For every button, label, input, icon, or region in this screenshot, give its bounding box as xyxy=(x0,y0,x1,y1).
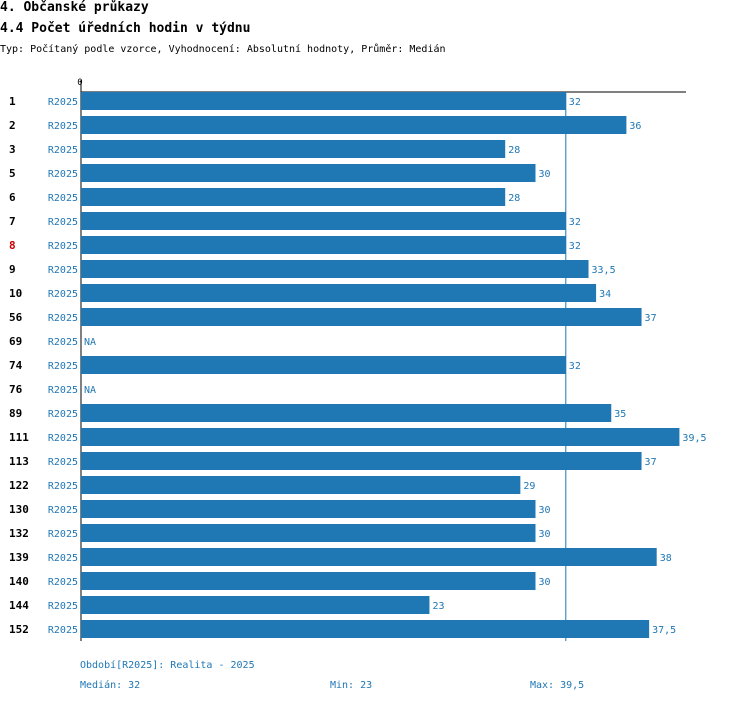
value-label: 39,5 xyxy=(682,433,706,444)
value-label: 36 xyxy=(629,121,641,132)
series-label: R2025 xyxy=(48,553,78,564)
bar xyxy=(81,308,642,326)
series-label: R2025 xyxy=(48,529,78,540)
bar xyxy=(81,212,566,230)
value-label: 37 xyxy=(645,457,657,468)
bar xyxy=(81,476,521,494)
axis-zero-label: 0 xyxy=(77,78,82,88)
value-label: 29 xyxy=(523,481,535,492)
bar xyxy=(81,548,657,566)
row-id-label: 56 xyxy=(9,311,23,324)
row-id-label: 10 xyxy=(9,287,22,300)
row-id-label: 140 xyxy=(9,575,29,588)
row-id-label: 5 xyxy=(9,167,16,180)
bar xyxy=(81,164,536,182)
series-label: R2025 xyxy=(48,193,78,204)
value-label: NA xyxy=(84,385,96,396)
value-label: 32 xyxy=(569,241,581,252)
value-label: 34 xyxy=(599,289,611,300)
section-title: 4. Občanské průkazy xyxy=(0,0,149,15)
footer-min: Min: 23 xyxy=(330,680,373,691)
bar xyxy=(81,524,536,542)
value-label: 32 xyxy=(569,97,581,108)
row-id-label: 8 xyxy=(9,239,16,252)
row-id-label: 113 xyxy=(9,455,29,468)
footer-median: Medián: 32 xyxy=(80,680,141,691)
row-id-label: 89 xyxy=(9,407,22,420)
series-label: R2025 xyxy=(48,409,78,420)
bar xyxy=(81,572,536,590)
bar xyxy=(81,620,650,638)
bar xyxy=(81,356,566,374)
row-id-label: 74 xyxy=(9,359,23,372)
series-label: R2025 xyxy=(48,433,78,444)
row-id-label: 130 xyxy=(9,503,29,516)
bar xyxy=(81,140,506,158)
footer-max: Max: 39,5 xyxy=(530,680,585,691)
bar xyxy=(81,452,642,470)
chart-title: 4.4 Počet úředních hodin v týdnu xyxy=(0,21,251,36)
row-id-label: 76 xyxy=(9,383,23,396)
row-id-label: 111 xyxy=(9,431,29,444)
value-label: 30 xyxy=(539,505,551,516)
series-label: R2025 xyxy=(48,241,78,252)
bar xyxy=(81,284,597,302)
bar xyxy=(81,236,566,254)
row-id-label: 132 xyxy=(9,527,29,540)
value-label: 28 xyxy=(508,145,520,156)
series-label: R2025 xyxy=(48,289,78,300)
bar xyxy=(81,92,566,110)
value-label: 30 xyxy=(539,529,551,540)
series-label: R2025 xyxy=(48,505,78,516)
value-label: 28 xyxy=(508,193,520,204)
series-label: R2025 xyxy=(48,337,78,348)
value-label: 35 xyxy=(614,409,626,420)
footer-period: Období[R2025]: Realita - 2025 xyxy=(80,660,255,671)
value-label: 33,5 xyxy=(592,265,616,276)
series-label: R2025 xyxy=(48,385,78,396)
value-label: 23 xyxy=(432,601,444,612)
series-label: R2025 xyxy=(48,457,78,468)
series-label: R2025 xyxy=(48,625,78,636)
value-label: 37 xyxy=(645,313,657,324)
row-id-label: 69 xyxy=(9,335,22,348)
bar xyxy=(81,404,612,422)
row-id-label: 1 xyxy=(9,95,16,108)
series-label: R2025 xyxy=(48,145,78,156)
row-id-label: 9 xyxy=(9,263,16,276)
bar xyxy=(81,428,680,446)
bar xyxy=(81,500,536,518)
value-label: 30 xyxy=(539,577,551,588)
value-label: 37,5 xyxy=(652,625,676,636)
row-id-label: 3 xyxy=(9,143,16,156)
bar xyxy=(81,596,430,614)
series-label: R2025 xyxy=(48,121,78,132)
row-id-label: 139 xyxy=(9,551,29,564)
bar xyxy=(81,260,589,278)
value-label: 38 xyxy=(660,553,672,564)
bar xyxy=(81,116,627,134)
row-id-label: 122 xyxy=(9,479,29,492)
value-label: NA xyxy=(84,337,96,348)
series-label: R2025 xyxy=(48,481,78,492)
series-label: R2025 xyxy=(48,265,78,276)
series-label: R2025 xyxy=(48,97,78,108)
row-id-label: 152 xyxy=(9,623,29,636)
row-id-label: 7 xyxy=(9,215,16,228)
series-label: R2025 xyxy=(48,577,78,588)
series-label: R2025 xyxy=(48,361,78,372)
value-label: 30 xyxy=(539,169,551,180)
value-label: 32 xyxy=(569,217,581,228)
value-label: 32 xyxy=(569,361,581,372)
row-id-label: 144 xyxy=(9,599,29,612)
series-label: R2025 xyxy=(48,169,78,180)
row-id-label: 2 xyxy=(9,119,16,132)
series-label: R2025 xyxy=(48,601,78,612)
bar xyxy=(81,188,506,206)
row-id-label: 6 xyxy=(9,191,16,204)
series-label: R2025 xyxy=(48,313,78,324)
chart-meta: Typ: Počítaný podle vzorce, Vyhodnocení:… xyxy=(0,44,446,55)
series-label: R2025 xyxy=(48,217,78,228)
